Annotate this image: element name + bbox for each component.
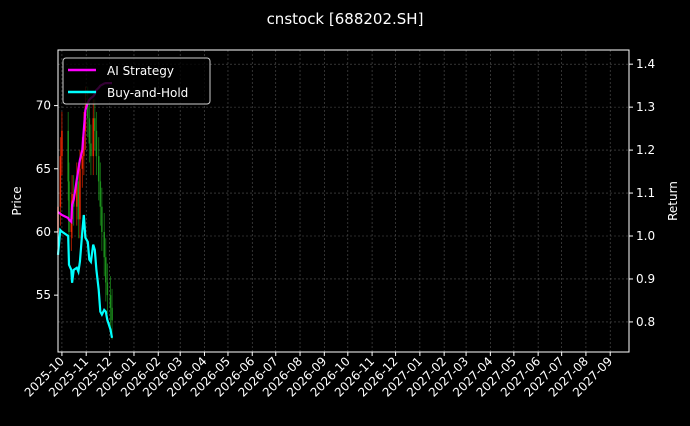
left-axis-label: Price — [10, 186, 24, 215]
candle-body — [99, 181, 102, 207]
candle-body — [68, 181, 70, 232]
right-tick-label: 0.8 — [636, 315, 655, 329]
candle-body — [59, 156, 62, 207]
candle-body — [106, 282, 109, 296]
right-tick-label: 0.9 — [636, 272, 655, 286]
right-tick-label: 1.1 — [636, 186, 655, 200]
candle-body — [75, 181, 78, 207]
candle-body — [88, 118, 91, 144]
candle-body — [104, 257, 107, 283]
grid — [58, 50, 629, 352]
candle-body — [79, 168, 81, 220]
right-tick-label: 1.4 — [636, 57, 655, 71]
x-axis: 2025-102025-112025-122026-012026-022026-… — [22, 352, 615, 400]
candle-body — [67, 130, 69, 182]
left-tick-label: 70 — [36, 99, 51, 113]
chart-title: cnstock [688202.SH] — [267, 10, 424, 28]
legend-box — [62, 57, 211, 105]
series-lines — [56, 81, 114, 339]
candle-body — [95, 130, 98, 157]
legend-label-buy-and-hold: Buy-and-Hold — [107, 86, 188, 100]
right-tick-label: 1.2 — [636, 143, 655, 157]
left-axis: 55 60 65 70 — [36, 99, 58, 302]
candle-body — [101, 206, 103, 232]
series-line-buy-and-hold — [56, 214, 114, 339]
candle-body — [81, 156, 84, 169]
right-tick-label: 1.0 — [636, 229, 655, 243]
left-tick-label: 55 — [36, 288, 51, 302]
right-axis-label: Return — [666, 181, 680, 221]
left-tick-label: 65 — [36, 162, 51, 176]
candle-body — [97, 156, 100, 182]
left-tick-label: 60 — [36, 225, 51, 239]
candle-body — [103, 231, 106, 258]
legend: AI Strategy Buy-and-Hold — [62, 57, 211, 105]
legend-label-ai-strategy: AI Strategy — [107, 64, 174, 78]
plot-frame — [57, 49, 630, 353]
right-tick-label: 1.3 — [636, 100, 655, 114]
right-axis: 0.8 0.9 1.0 1.1 1.2 1.3 1.4 — [629, 57, 655, 329]
candle-body — [77, 181, 80, 220]
candle-body — [92, 118, 95, 157]
candle-body — [109, 295, 112, 308]
candle-body — [94, 118, 96, 131]
candles — [57, 86, 113, 340]
candle-body — [90, 143, 92, 157]
candle-body — [70, 219, 73, 232]
candle-body — [111, 307, 113, 321]
candle-body — [61, 130, 63, 157]
candle-body — [86, 105, 89, 119]
